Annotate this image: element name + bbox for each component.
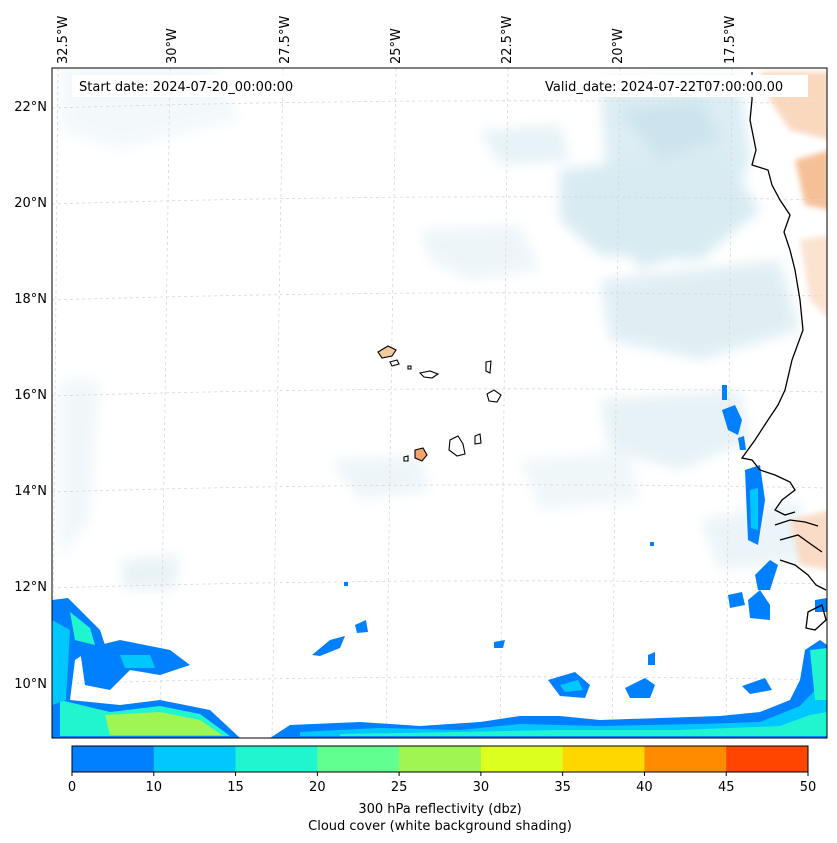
- lat-label: 10°N: [14, 677, 47, 692]
- colorbar-segment: [235, 746, 318, 772]
- latitude-labels: 22°N 20°N 18°N 16°N 14°N 12°N 10°N: [14, 100, 47, 692]
- colorbar-tick-label: 15: [227, 780, 244, 795]
- lat-label: 14°N: [14, 484, 47, 499]
- colorbar-segment: [562, 746, 645, 772]
- colorbar-tick-label: 50: [800, 780, 817, 795]
- lon-label: 25°W: [389, 28, 404, 64]
- colorbar-segment: [72, 746, 155, 772]
- start-date-label: Start date: 2024-07-20_00:00:00: [79, 80, 293, 95]
- colorbar-segment: [317, 746, 400, 772]
- valid-date-label: Valid_date: 2024-07-22T07:00:00.00: [545, 80, 783, 95]
- cloud-cover-layer: [60, 68, 810, 590]
- colorbar-tick-label: 25: [391, 780, 408, 795]
- colorbar-sublabel: Cloud cover (white background shading): [308, 819, 572, 834]
- colorbar-tick-label: 30: [473, 780, 490, 795]
- lon-label: 27.5°W: [278, 16, 293, 64]
- lon-label: 17.5°W: [723, 16, 738, 64]
- longitude-labels: 32.5°W 30°W 27.5°W 25°W 22.5°W 20°W 17.5…: [56, 16, 738, 64]
- lat-label: 22°N: [14, 100, 47, 115]
- colorbar-segment: [480, 746, 564, 772]
- lat-label: 12°N: [14, 580, 47, 595]
- lat-label: 16°N: [14, 388, 47, 403]
- lon-label: 22.5°W: [500, 16, 515, 64]
- lat-label: 18°N: [14, 292, 47, 307]
- colorbar-tick-label: 35: [554, 780, 571, 795]
- colorbar-tick-label: 10: [146, 780, 163, 795]
- colorbar-border: [71, 745, 809, 773]
- lon-label: 30°W: [165, 28, 180, 64]
- cape-verde-islands: [377, 345, 502, 462]
- colorbar-tick-label: 40: [636, 780, 653, 795]
- start-date-box: [72, 75, 316, 97]
- map-frame: [51, 67, 828, 739]
- colorbar-tick-label: 0: [68, 780, 76, 795]
- colorbar-segment: [153, 746, 237, 772]
- colorbar-tick-label: 20: [309, 780, 326, 795]
- valid-date-box: [538, 75, 808, 97]
- colorbar: 0 10 15 20 25 30 35 40 45 50: [68, 745, 817, 795]
- colorbar-segment: [644, 746, 727, 772]
- lon-label: 20°W: [611, 28, 626, 64]
- colorbar-segment: [399, 746, 482, 772]
- reflectivity-layer: [52, 385, 827, 738]
- colorbar-tick-label: 45: [718, 780, 735, 795]
- colorbar-segment: [726, 746, 809, 772]
- lon-label: 32.5°W: [56, 16, 71, 64]
- colorbar-label: 300 hPa reflectivity (dbz): [358, 802, 521, 817]
- africa-coastline: [740, 72, 827, 631]
- lat-label: 20°N: [14, 196, 47, 211]
